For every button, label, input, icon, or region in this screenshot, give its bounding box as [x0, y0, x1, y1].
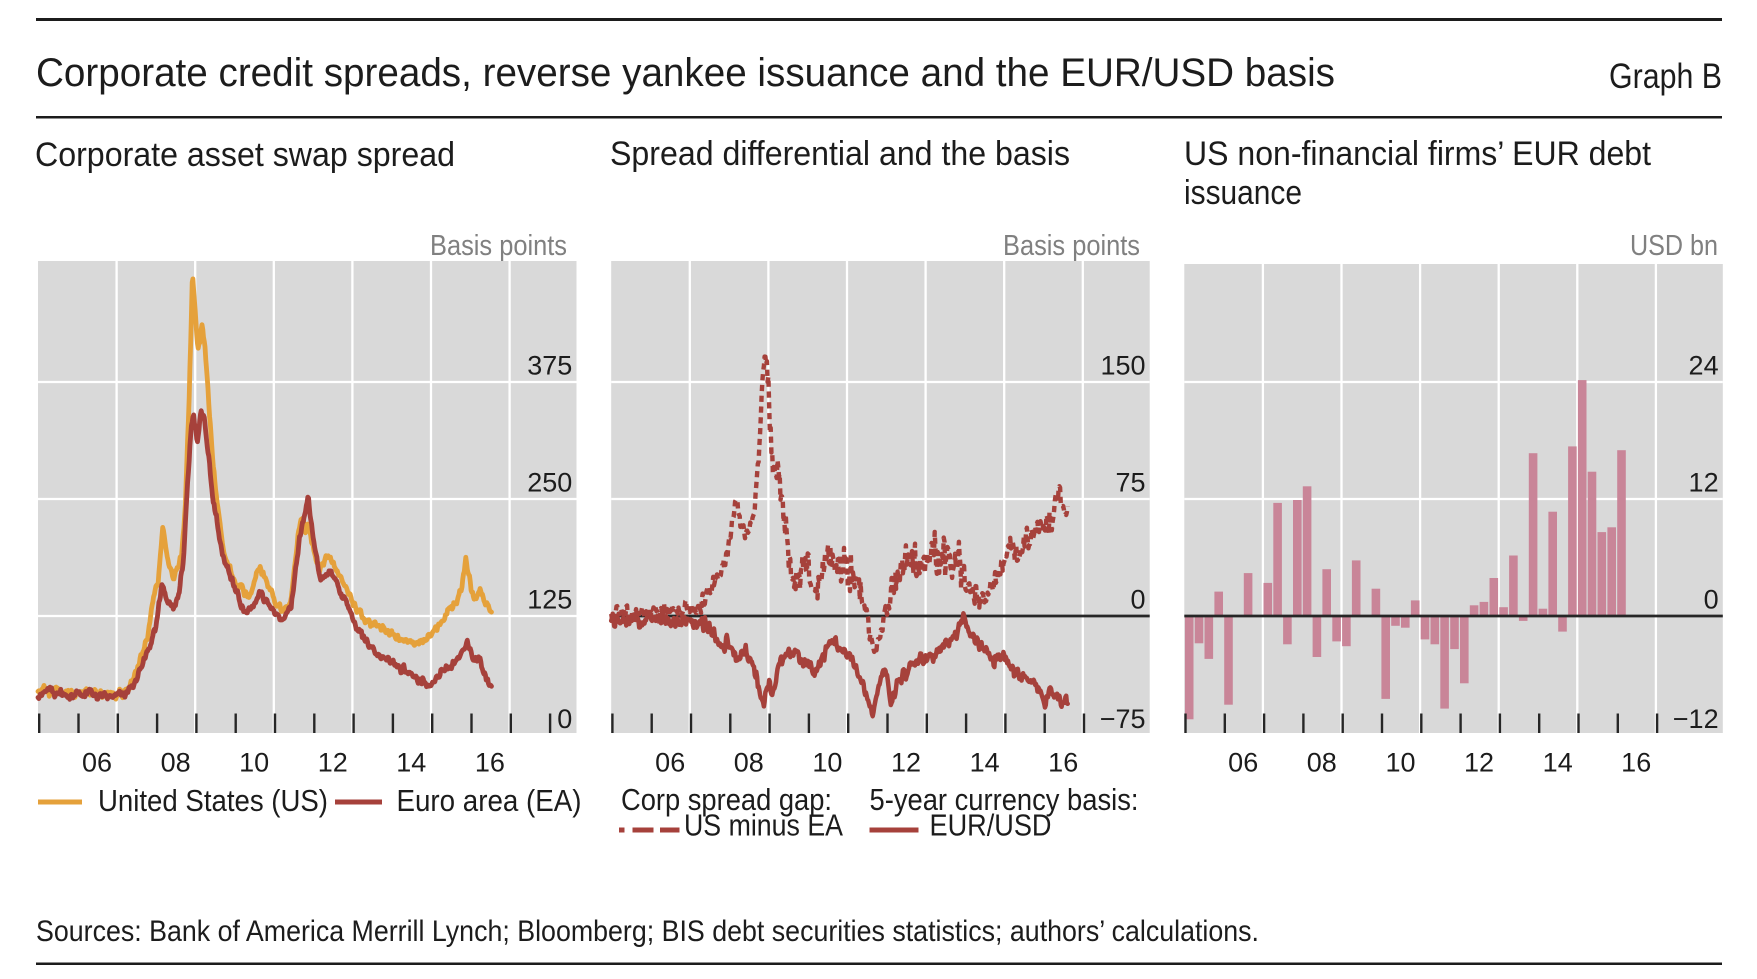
svg-text:Corp spread gap:: Corp spread gap: [621, 782, 832, 817]
svg-text:08: 08 [161, 748, 191, 778]
svg-text:06: 06 [82, 748, 112, 778]
svg-text:issuance: issuance [1184, 174, 1302, 212]
svg-text:−75: −75 [1100, 704, 1146, 734]
svg-text:125: 125 [527, 585, 572, 615]
svg-text:0: 0 [557, 704, 572, 734]
svg-text:12: 12 [318, 748, 348, 778]
svg-text:14: 14 [970, 748, 1000, 778]
svg-text:Euro area (EA): Euro area (EA) [397, 783, 582, 818]
svg-text:12: 12 [1689, 468, 1719, 498]
svg-text:16: 16 [475, 748, 505, 778]
svg-text:375: 375 [527, 351, 572, 381]
svg-text:Graph B: Graph B [1609, 57, 1722, 96]
svg-text:USD bn: USD bn [1630, 230, 1718, 262]
svg-text:US non-financial firms’ EUR de: US non-financial firms’ EUR debt [1184, 135, 1652, 173]
svg-text:12: 12 [891, 748, 921, 778]
svg-text:Spread differential and the ba: Spread differential and the basis [610, 135, 1070, 173]
svg-text:10: 10 [1385, 748, 1415, 778]
svg-text:08: 08 [1307, 748, 1337, 778]
svg-text:06: 06 [655, 748, 685, 778]
svg-text:14: 14 [396, 748, 426, 778]
svg-text:16: 16 [1048, 748, 1078, 778]
svg-text:−12: −12 [1673, 704, 1719, 734]
svg-text:12: 12 [1464, 748, 1494, 778]
svg-text:5-year currency basis:: 5-year currency basis: [870, 782, 1139, 817]
svg-text:Corporate credit spreads, reve: Corporate credit spreads, reverse yankee… [36, 51, 1335, 95]
svg-text:0: 0 [1704, 585, 1719, 615]
svg-text:0: 0 [1130, 585, 1145, 615]
svg-text:06: 06 [1228, 748, 1258, 778]
svg-text:75: 75 [1115, 468, 1145, 498]
svg-text:16: 16 [1621, 748, 1651, 778]
svg-text:United States (US): United States (US) [98, 783, 328, 818]
svg-text:24: 24 [1689, 351, 1719, 381]
svg-text:US minus EA: US minus EA [684, 808, 843, 843]
svg-text:10: 10 [812, 748, 842, 778]
svg-text:Basis points: Basis points [430, 230, 567, 262]
svg-text:Basis points: Basis points [1003, 230, 1140, 262]
svg-text:Corporate asset swap spread: Corporate asset swap spread [35, 136, 455, 174]
svg-text:08: 08 [734, 748, 764, 778]
svg-text:250: 250 [527, 468, 572, 498]
svg-text:EUR/USD: EUR/USD [930, 808, 1052, 843]
svg-text:14: 14 [1543, 748, 1573, 778]
svg-text:10: 10 [239, 748, 269, 778]
svg-text:Sources: Bank of America Merri: Sources: Bank of America Merrill Lynch; … [36, 915, 1259, 948]
svg-text:150: 150 [1100, 351, 1145, 381]
